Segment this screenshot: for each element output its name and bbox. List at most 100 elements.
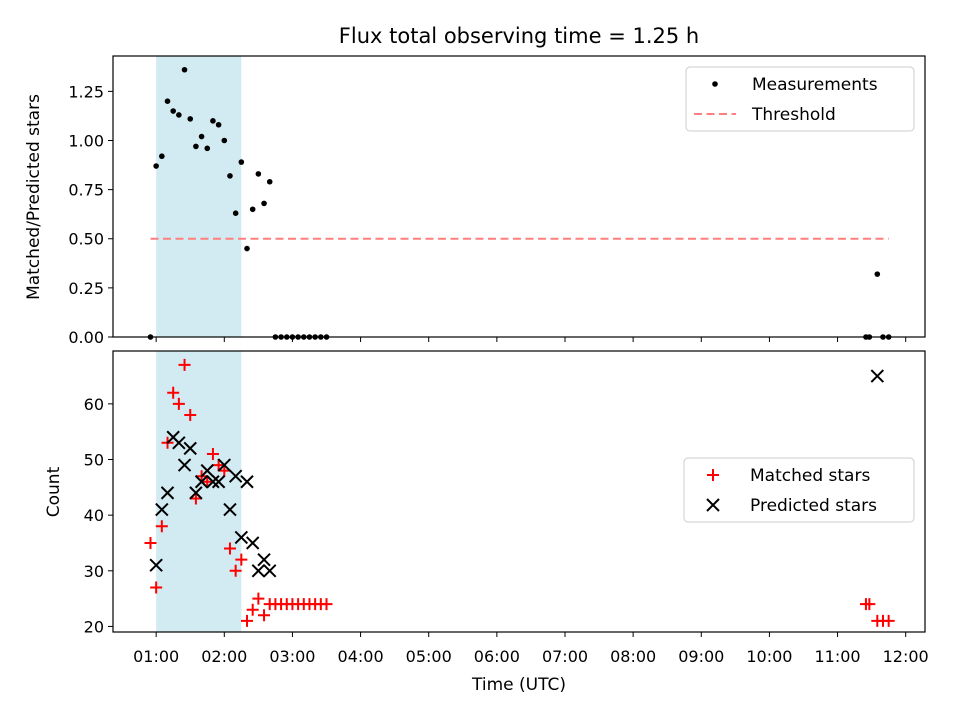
measure-point-17 bbox=[244, 245, 250, 252]
predicted-point-5 bbox=[177, 458, 192, 472]
x-tick-label: 10:00 bbox=[746, 647, 792, 666]
matched-point-14 bbox=[223, 542, 236, 555]
measure-point-1 bbox=[153, 163, 159, 169]
measure-point-9 bbox=[198, 133, 205, 140]
measure-point-5 bbox=[176, 112, 182, 118]
predicted-point-20 bbox=[263, 564, 277, 578]
y-tick-label: 1.00 bbox=[68, 131, 104, 150]
matched-point-13 bbox=[218, 464, 231, 477]
x-tick-label: 06:00 bbox=[474, 647, 520, 666]
predicted-point-2 bbox=[160, 486, 175, 500]
matched-point-10 bbox=[201, 475, 214, 488]
shaded-span bbox=[156, 56, 242, 337]
predicted-point-12 bbox=[217, 458, 232, 472]
legend-box bbox=[685, 66, 915, 132]
axes-frame bbox=[112, 55, 926, 338]
matched-point-12 bbox=[212, 459, 225, 472]
matched-point-16 bbox=[235, 553, 248, 566]
predicted-point-21 bbox=[870, 369, 885, 383]
matched-point-11 bbox=[206, 447, 219, 460]
measure-point-12 bbox=[215, 121, 222, 128]
measure-point-3 bbox=[164, 98, 171, 104]
y-tick-label: 0.75 bbox=[68, 181, 104, 200]
matched-point-18 bbox=[246, 603, 259, 616]
x-tick-label: 11:00 bbox=[814, 647, 860, 666]
measure-point-19 bbox=[255, 171, 262, 177]
measure-point-16 bbox=[238, 159, 245, 165]
ratio-panel: 0.00 0.25 0.50 0.75 1.00 1.25 Measurements Thre… bbox=[68, 55, 926, 347]
x-axis-label: Time (UTC) bbox=[471, 675, 566, 695]
matched-point-6 bbox=[178, 358, 191, 371]
predicted-point-10 bbox=[206, 475, 220, 489]
x-tick-label: 08:00 bbox=[610, 647, 656, 666]
matched-point-0 bbox=[144, 536, 157, 549]
legend-label: Measurements bbox=[752, 75, 878, 95]
x-tick-label: 05:00 bbox=[406, 647, 452, 666]
matched-point-33 bbox=[863, 598, 876, 611]
matched-point-2 bbox=[155, 520, 168, 533]
y-tick-label: 0.50 bbox=[68, 230, 104, 249]
figure-title: Flux total observing time = 1.25 h bbox=[339, 24, 699, 48]
legend-swatch bbox=[706, 498, 720, 512]
measure-point-6 bbox=[181, 66, 188, 73]
x-tick-label: 07:00 bbox=[542, 647, 588, 666]
matched-point-19 bbox=[252, 592, 265, 605]
legend-label: Threshold bbox=[751, 105, 836, 125]
measure-point-15 bbox=[232, 210, 239, 217]
matched-point-8 bbox=[189, 492, 202, 505]
x-tick-label: 09:00 bbox=[678, 647, 724, 666]
measure-point-21 bbox=[266, 178, 273, 185]
predicted-point-18 bbox=[251, 564, 266, 578]
matched-point-4 bbox=[167, 386, 180, 399]
predicted-point-4 bbox=[172, 436, 186, 450]
measure-point-7 bbox=[187, 116, 194, 122]
matched-point-17 bbox=[241, 614, 254, 627]
matched-point-1 bbox=[150, 581, 163, 594]
predicted-point-15 bbox=[234, 530, 249, 545]
count-panel: 20 30 40 50 60 01:00 02:00 03:00 04:00 05:00 06:00… bbox=[84, 350, 929, 666]
predicted-point-9 bbox=[200, 463, 214, 478]
predicted-point-0 bbox=[149, 558, 163, 572]
y-tick-label: 60 bbox=[84, 395, 104, 414]
legend-box bbox=[683, 457, 915, 523]
matched-point-5 bbox=[172, 397, 185, 410]
legend-label: Matched stars bbox=[750, 466, 870, 486]
predicted-point-14 bbox=[228, 469, 243, 483]
legend-swatch bbox=[712, 81, 718, 87]
axes-frame bbox=[112, 350, 926, 633]
x-tick-label: 12:00 bbox=[883, 647, 929, 666]
y-tick-label: 50 bbox=[84, 451, 104, 470]
y-tick-label: 0.25 bbox=[68, 279, 104, 298]
predicted-point-11 bbox=[211, 475, 226, 489]
measure-point-10 bbox=[204, 145, 211, 152]
matched-point-15 bbox=[229, 564, 242, 577]
y-axis-label-count: Count bbox=[44, 466, 64, 517]
x-tick-label: 03:00 bbox=[269, 647, 315, 666]
predicted-point-7 bbox=[189, 486, 203, 500]
predicted-point-19 bbox=[257, 552, 271, 567]
x-tick-label: 01:00 bbox=[133, 647, 179, 666]
y-tick-label: 0.00 bbox=[68, 328, 104, 347]
x-tick-label: 04:00 bbox=[338, 647, 384, 666]
measure-point-13 bbox=[221, 137, 228, 144]
measure-point-20 bbox=[261, 200, 267, 207]
y-axis-label-ratio: Matched/Predicted stars bbox=[24, 94, 44, 300]
y-tick-label: 1.25 bbox=[68, 82, 104, 101]
y-tick-label: 30 bbox=[84, 562, 104, 581]
legend-count: Matched stars Predicted stars bbox=[683, 457, 915, 523]
legend-label: Predicted stars bbox=[750, 496, 877, 516]
matched-point-31 bbox=[320, 598, 333, 611]
predicted-point-6 bbox=[183, 441, 197, 456]
matched-point-20 bbox=[258, 609, 271, 622]
shaded-span bbox=[156, 351, 242, 632]
predicted-point-17 bbox=[245, 536, 260, 550]
measure-point-8 bbox=[193, 143, 199, 150]
predicted-point-1 bbox=[155, 502, 169, 517]
legend-swatch bbox=[707, 469, 719, 481]
measure-point-14 bbox=[227, 173, 233, 179]
matched-point-7 bbox=[184, 408, 197, 421]
y-tick-label: 20 bbox=[84, 617, 104, 636]
matched-point-36 bbox=[882, 614, 895, 627]
predicted-point-8 bbox=[194, 475, 209, 489]
